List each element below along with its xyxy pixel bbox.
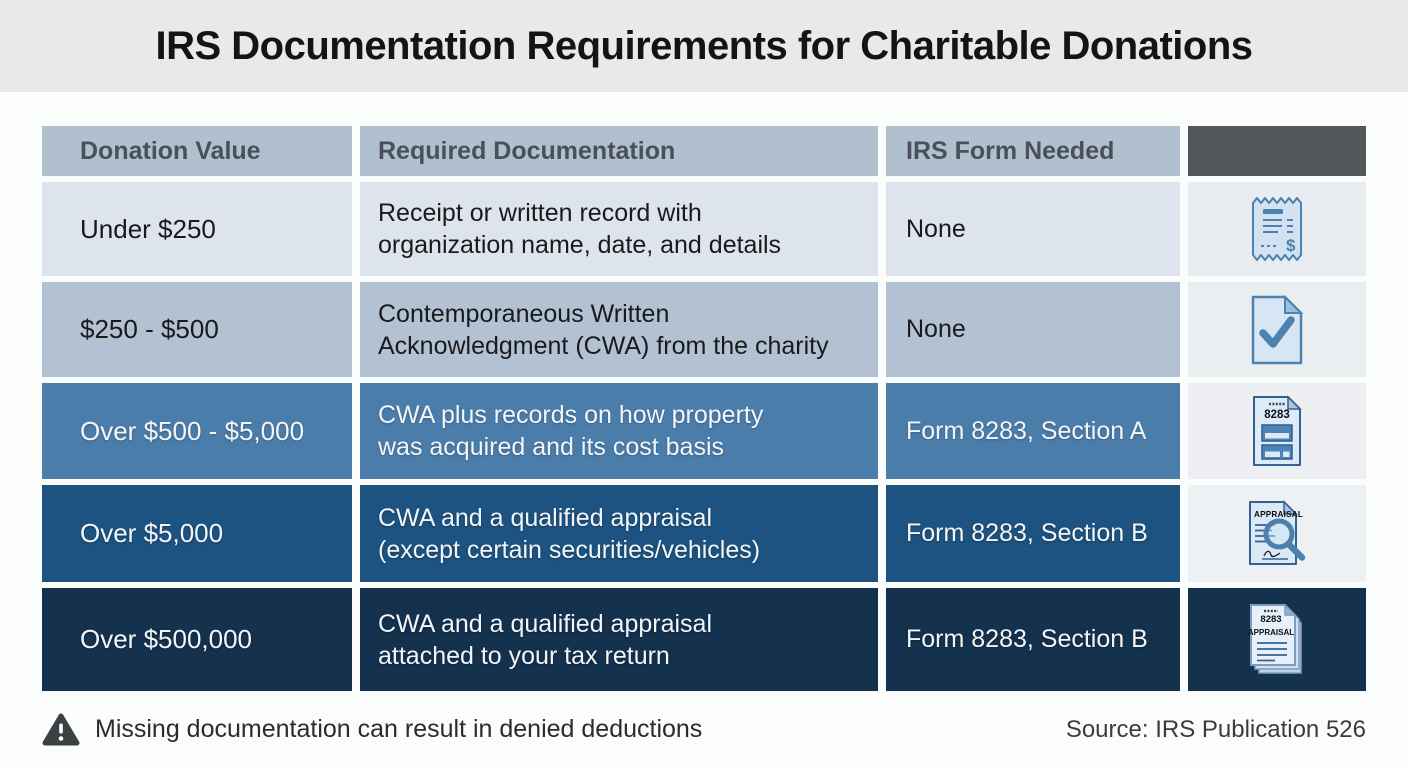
documentation-cell: Contemporaneous Written Acknowledgment (… bbox=[360, 282, 878, 377]
warning-icon bbox=[42, 713, 80, 747]
documentation-cell: CWA plus records on how property was acq… bbox=[360, 383, 878, 479]
header-required-documentation: Required Documentation bbox=[360, 126, 878, 176]
form-cell: None bbox=[886, 282, 1180, 377]
icon-cell: 8283 APPRAISAL bbox=[1188, 588, 1366, 691]
form-cell: Form 8283, Section A bbox=[886, 383, 1180, 479]
stacked-forms-icon: 8283 APPRAISAL bbox=[1242, 600, 1312, 680]
icon-cell: 8283 bbox=[1188, 383, 1366, 479]
documentation-cell: CWA and a qualified appraisal (except ce… bbox=[360, 485, 878, 582]
documentation-cell: CWA and a qualified appraisal attached t… bbox=[360, 588, 878, 691]
icon-cell: $ bbox=[1188, 182, 1366, 276]
header-donation-value: Donation Value bbox=[42, 126, 352, 176]
title-band: IRS Documentation Requirements for Chari… bbox=[0, 0, 1408, 92]
donation-value-cell: Over $500,000 bbox=[42, 588, 352, 691]
form-8283-icon: 8283 bbox=[1250, 394, 1304, 468]
warning-text: Missing documentation can result in deni… bbox=[95, 715, 703, 743]
page-title: IRS Documentation Requirements for Chari… bbox=[155, 23, 1253, 68]
svg-text:$: $ bbox=[1286, 236, 1296, 255]
receipt-icon: $ bbox=[1250, 194, 1304, 264]
svg-text:8283: 8283 bbox=[1260, 614, 1281, 625]
warning-note: Missing documentation can result in deni… bbox=[42, 713, 702, 747]
icon-cell: APPRAISAL bbox=[1188, 485, 1366, 582]
donation-value-cell: Under $250 bbox=[42, 182, 352, 276]
documentation-cell: Receipt or written record with organizat… bbox=[360, 182, 878, 276]
svg-text:APPRAISAL: APPRAISAL bbox=[1254, 510, 1303, 519]
svg-text:APPRAISAL: APPRAISAL bbox=[1248, 628, 1294, 637]
donation-value-cell: Over $500 - $5,000 bbox=[42, 383, 352, 479]
donation-value-cell: Over $5,000 bbox=[42, 485, 352, 582]
form-cell: Form 8283, Section B bbox=[886, 485, 1180, 582]
icon-cell bbox=[1188, 282, 1366, 377]
source-text: Source: IRS Publication 526 bbox=[1065, 715, 1366, 743]
donation-value-cell: $250 - $500 bbox=[42, 282, 352, 377]
documentation-table: Donation Value Required Documentation IR… bbox=[42, 126, 1366, 691]
appraisal-icon: APPRAISAL bbox=[1243, 497, 1311, 571]
svg-text:8283: 8283 bbox=[1264, 409, 1290, 421]
header-irs-form-needed: IRS Form Needed bbox=[886, 126, 1180, 176]
header-icon-column bbox=[1188, 126, 1366, 176]
form-cell: Form 8283, Section B bbox=[886, 588, 1180, 691]
footer: Missing documentation can result in deni… bbox=[0, 691, 1408, 768]
form-cell: None bbox=[886, 182, 1180, 276]
check-document-icon bbox=[1248, 294, 1306, 366]
